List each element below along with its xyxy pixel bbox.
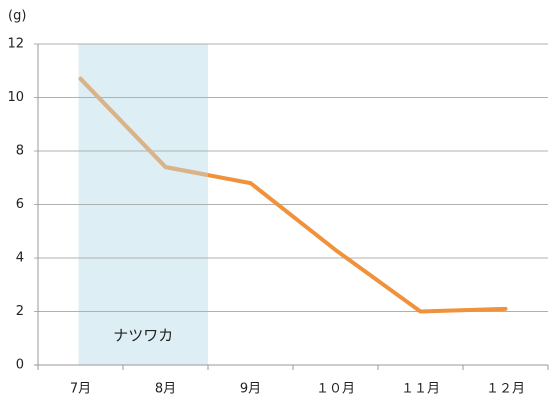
y-tick-label: 10 [7,90,24,105]
y-tick-label: 4 [16,251,24,266]
x-tick-label: 8月 [155,382,176,397]
region-label: ナツワカ [113,327,173,345]
x-tick-label: １０月 [316,382,355,397]
y-tick-label: 6 [16,197,24,212]
y-tick-label: 0 [16,358,24,373]
y-tick-label: 2 [16,304,24,319]
y-tick-label: 8 [16,144,24,159]
x-tick-label: １１月 [401,382,440,397]
y-axis-label: (g) [8,9,26,24]
x-tick-label: 9月 [240,382,261,397]
y-tick-label: 12 [7,37,24,52]
series-line-region [78,76,208,178]
x-tick-label: 7月 [70,382,91,397]
x-tick-label: １２月 [486,382,525,397]
